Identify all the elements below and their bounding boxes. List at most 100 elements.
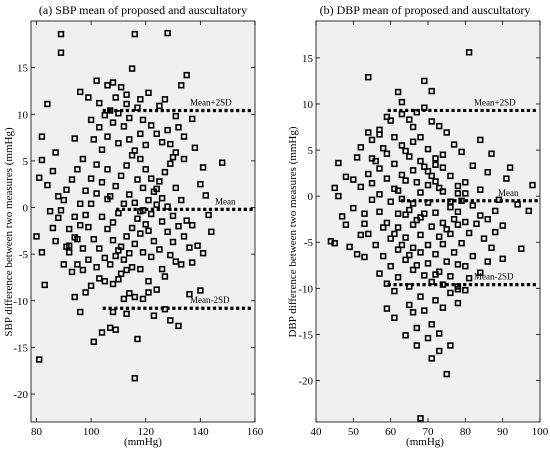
data-point xyxy=(145,277,152,285)
data-point xyxy=(117,84,125,91)
data-point xyxy=(85,256,92,263)
data-point xyxy=(372,241,379,249)
data-point xyxy=(439,240,447,248)
data-point xyxy=(383,175,391,182)
data-point xyxy=(439,281,447,288)
data-point xyxy=(398,142,406,149)
data-point xyxy=(87,175,95,182)
data-point xyxy=(85,223,92,231)
data-point xyxy=(450,249,458,256)
y-tick-label: -5 xyxy=(304,237,314,249)
data-point xyxy=(150,188,158,195)
data-point xyxy=(194,242,201,249)
data-point xyxy=(41,281,48,289)
data-point xyxy=(488,150,495,157)
data-point xyxy=(120,256,128,263)
data-point xyxy=(477,212,484,219)
data-point xyxy=(439,219,447,227)
data-point xyxy=(391,134,398,141)
data-point xyxy=(432,251,439,258)
data-point xyxy=(331,184,338,192)
data-point xyxy=(98,146,106,153)
data-point xyxy=(90,136,98,143)
x-tick-label: 160 xyxy=(247,426,264,438)
data-point xyxy=(57,207,65,214)
data-point xyxy=(208,228,215,235)
data-point xyxy=(402,177,409,184)
data-point xyxy=(120,200,128,207)
data-point xyxy=(338,213,346,220)
data-point xyxy=(93,190,100,197)
data-point xyxy=(126,136,133,143)
data-point xyxy=(82,211,89,219)
data-point xyxy=(469,202,476,209)
data-point xyxy=(156,246,163,253)
data-point xyxy=(335,159,342,167)
data-point xyxy=(139,295,147,303)
data-point xyxy=(199,250,207,257)
reference-line-label: Mean xyxy=(498,188,519,198)
data-point xyxy=(379,145,387,152)
data-point xyxy=(87,282,95,289)
data-point xyxy=(361,253,368,261)
data-point xyxy=(137,96,144,103)
data-point xyxy=(79,266,87,274)
data-point xyxy=(115,140,122,147)
data-point xyxy=(156,178,163,185)
data-point xyxy=(183,217,190,224)
data-point xyxy=(454,182,462,190)
data-point xyxy=(454,299,462,307)
y-tick-label: -10 xyxy=(298,283,313,295)
data-point xyxy=(417,415,424,422)
data-point xyxy=(153,130,160,137)
data-point xyxy=(469,162,476,169)
reference-line-label: Mean+2SD xyxy=(190,98,232,108)
data-point xyxy=(186,290,193,298)
data-point xyxy=(376,191,383,198)
data-point xyxy=(104,225,111,233)
data-point xyxy=(71,213,78,220)
data-point xyxy=(368,196,376,203)
data-point xyxy=(435,184,443,192)
data-point xyxy=(161,168,169,176)
data-point xyxy=(462,286,469,294)
data-point xyxy=(413,262,420,269)
data-point xyxy=(137,130,144,137)
data-point xyxy=(387,198,394,205)
data-point xyxy=(391,287,398,295)
data-point xyxy=(205,211,212,219)
data-point xyxy=(406,153,413,160)
data-point xyxy=(383,113,391,121)
y-tick-label: -15 xyxy=(13,342,28,354)
panel-b-title: (b) DBP mean of proposed and auscultator… xyxy=(320,3,531,17)
data-point xyxy=(172,112,179,120)
data-point xyxy=(117,270,125,277)
data-point xyxy=(167,317,174,324)
data-point xyxy=(145,227,152,234)
data-point xyxy=(112,326,119,333)
data-point xyxy=(126,250,133,257)
data-point xyxy=(123,100,130,108)
data-point xyxy=(115,247,122,254)
data-point xyxy=(368,180,376,187)
data-point xyxy=(421,77,428,85)
data-point xyxy=(153,201,160,208)
data-point xyxy=(484,216,491,223)
data-point xyxy=(432,155,439,162)
data-point xyxy=(189,259,196,266)
data-point xyxy=(77,308,84,316)
data-point xyxy=(424,168,432,175)
data-point xyxy=(454,208,462,215)
data-point xyxy=(435,122,443,130)
data-point xyxy=(465,49,473,56)
data-point xyxy=(197,287,204,294)
data-point xyxy=(477,269,484,276)
data-point xyxy=(115,209,122,217)
data-point xyxy=(387,262,394,270)
data-point xyxy=(383,280,391,287)
data-point xyxy=(495,196,503,203)
data-point xyxy=(394,210,402,217)
data-point xyxy=(462,218,469,226)
data-point xyxy=(74,236,81,243)
panel-b-x-label: (mmHg) xyxy=(406,436,444,448)
